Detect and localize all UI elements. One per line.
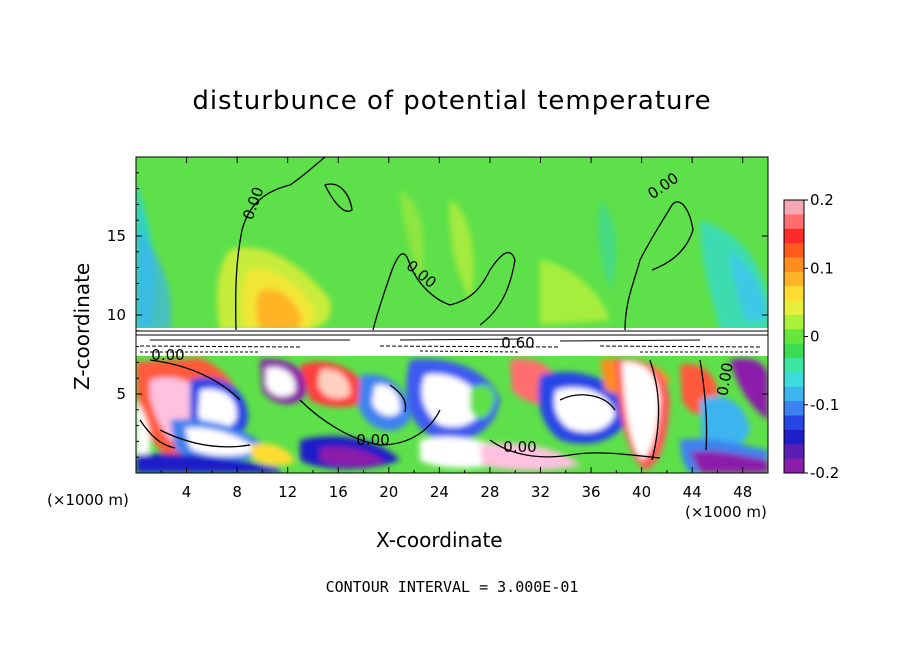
colorbar-swatch <box>784 200 804 215</box>
x-unit-label-right: (×1000 m) <box>685 503 767 521</box>
potential-temperature-field <box>136 157 768 473</box>
colorbar-swatch <box>784 286 804 302</box>
colorbar-swatch <box>784 386 804 402</box>
x-tick-label: 28 <box>480 483 499 501</box>
colorbar-tick-label: 0.1 <box>810 259 834 277</box>
x-tick-label: 20 <box>379 483 398 501</box>
x-tick-label: 12 <box>278 483 297 501</box>
x-axis-label: X-coordinate <box>376 528 503 552</box>
contour-label: 0.00 <box>713 361 737 397</box>
y-axis: 5 10 15 <box>107 172 768 458</box>
colorbar-swatch <box>784 401 804 417</box>
x-tick-label: 32 <box>531 483 550 501</box>
x-tick-label: 36 <box>581 483 600 501</box>
x-tick-label: 16 <box>329 483 348 501</box>
y-tick-label: 10 <box>107 306 126 324</box>
colorbar-swatch <box>784 444 804 460</box>
colorbar-swatch <box>784 243 804 258</box>
colorbar-swatch <box>784 429 804 445</box>
chart-title: disturbunce of potential temperature <box>192 86 712 116</box>
x-axis: 4 8 12 16 20 24 28 32 36 40 44 48 <box>160 157 752 501</box>
contour-label: 0.00 <box>151 346 184 364</box>
x-tick-label: 40 <box>632 483 651 501</box>
contour-label: 0.00 <box>356 431 389 449</box>
contour-label: 0.60 <box>501 334 534 352</box>
colorbar-swatch <box>784 214 804 230</box>
colorbar-swatch <box>784 271 804 287</box>
colorbar-swatch <box>784 343 804 359</box>
colorbar-swatch <box>784 358 804 373</box>
contour-label: 0.00 <box>503 438 536 456</box>
x-tick-label: 8 <box>232 483 242 501</box>
colorbar-swatch <box>784 228 804 244</box>
colorbar-swatch <box>784 329 804 345</box>
x-tick-label: 44 <box>683 483 702 501</box>
colorbar-swatch <box>784 257 804 273</box>
colorbar-tick-label: -0.1 <box>810 396 839 414</box>
x-unit-label-left: (×1000 m) <box>47 491 129 509</box>
colorbar-swatch <box>784 415 804 431</box>
y-tick-label: 15 <box>107 227 126 245</box>
x-tick-label: 4 <box>182 483 192 501</box>
contour-interval-note: CONTOUR INTERVAL = 3.000E-01 <box>325 578 579 596</box>
colorbar-swatch <box>784 458 804 474</box>
colorbar-tick-label: -0.2 <box>810 464 839 482</box>
colorbar-swatch <box>784 300 804 316</box>
y-tick-label: 5 <box>116 385 126 403</box>
colorbar-swatch <box>784 314 804 330</box>
colorbar-swatch <box>784 372 804 388</box>
x-tick-label: 48 <box>733 483 752 501</box>
x-tick-label: 24 <box>430 483 449 501</box>
y-axis-label: Z-coordinate <box>70 262 94 390</box>
colorbar-tick-label: 0.2 <box>810 191 834 209</box>
colorbar-tick-label: 0 <box>810 328 820 346</box>
colorbar: 0.2 0.1 0 -0.1 -0.2 <box>783 191 839 482</box>
